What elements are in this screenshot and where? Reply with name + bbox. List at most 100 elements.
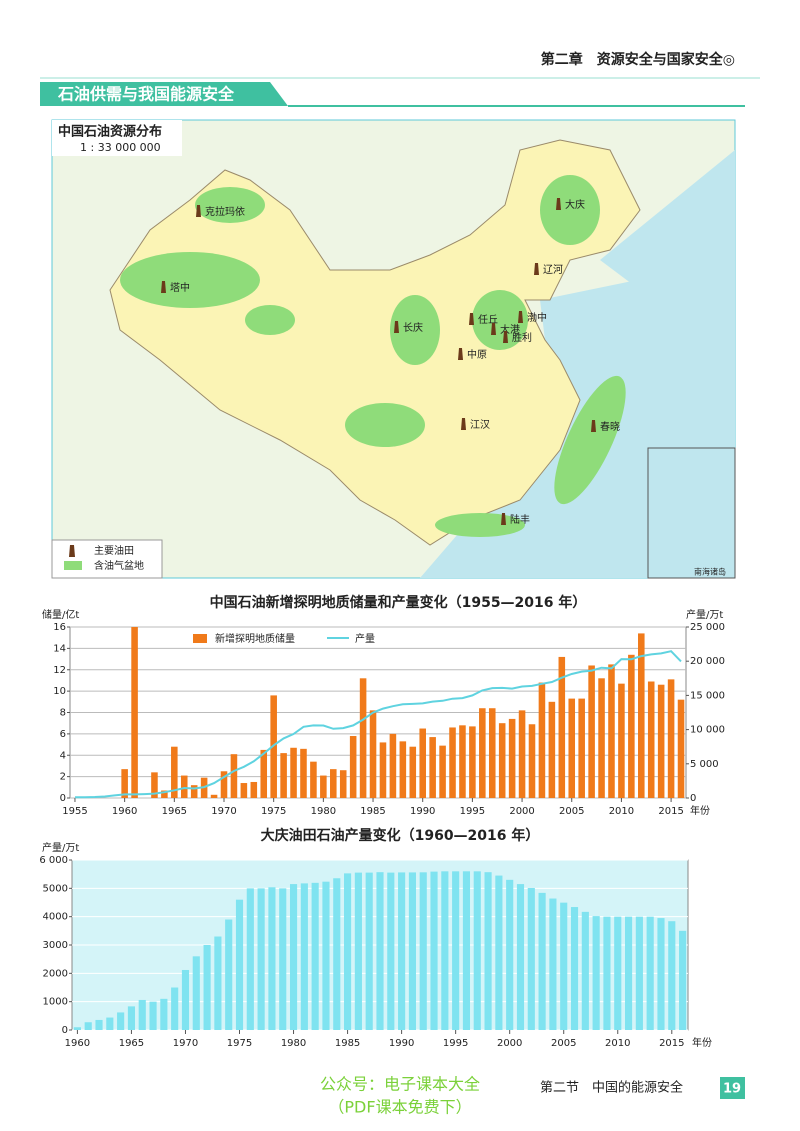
bar [279,888,287,1030]
bar [506,879,514,1030]
y-tick-label: 12 [53,665,66,676]
bar [667,679,675,798]
bar [538,892,546,1030]
bar [528,724,536,798]
bar [180,775,188,798]
oilfield-label: 春晓 [600,421,620,433]
bar [106,1017,114,1030]
oilfield-label: 任丘 [478,313,498,326]
bar [235,899,244,1030]
oilfield-label: 辽河 [543,264,563,276]
x-axis-label: 年份 [692,1036,712,1049]
legend-swatch [193,634,207,643]
watermark: 公众号：电子课本大全 [320,1075,480,1094]
x-tick-label: 2000 [509,806,534,817]
bar [333,878,341,1030]
oilfield-icon [534,263,539,275]
oilfield-icon [591,420,596,432]
map: 中国石油资源分布 1 : 33 000 000 主要油田 含油气盆地 南海诸岛 … [51,119,736,579]
y2-tick-label: 25 000 [690,622,725,633]
x-tick-label: 1965 [119,1038,144,1049]
bar [588,665,595,798]
bar [498,723,506,798]
china-outline [109,139,641,546]
y-tick-label: 1000 [43,997,68,1008]
bar [484,872,492,1030]
section-banner: 石油供需与我国能源安全 [57,85,235,104]
bar [192,956,200,1030]
y-tick-label: 10 [53,686,66,697]
bar [677,699,685,798]
oilfield-icon [461,418,466,430]
bar [516,884,525,1030]
x-tick-label: 1970 [211,806,236,817]
bar [349,736,357,798]
bar [220,771,228,798]
x-tick-label: 1960 [65,1038,90,1049]
chart-title: 中国石油新增探明地质储量和产量变化（1955—2016 年） [210,594,587,611]
y-axis-label: 储量/亿t [42,608,79,621]
y-tick-label: 4 [60,750,66,761]
bar [84,1022,92,1030]
bar [181,969,190,1030]
bar [246,888,254,1030]
bar [538,682,546,798]
x-tick-label: 1995 [460,806,485,817]
bar [257,888,265,1030]
basin [345,403,425,447]
bar [203,945,211,1030]
oilfield-label: 中原 [467,348,487,361]
map-title-box [52,120,182,156]
x-tick-label: 1990 [410,806,435,817]
bar [322,881,330,1030]
oilfield-label: 塔中 [170,281,190,294]
basin [390,295,440,365]
bar [214,936,222,1030]
bar [270,695,277,798]
y-tick-label: 2000 [43,968,68,979]
bar [449,727,456,798]
x-tick-label: 2015 [658,806,683,817]
bar [419,728,426,798]
oilfield-icon [394,321,399,333]
legend-oilfield-icon [69,545,75,557]
bar [419,872,427,1030]
bar [171,987,179,1030]
x-tick-label: 1955 [62,806,87,817]
y-tick-label: 14 [53,643,66,654]
y-tick-label: 0 [60,793,66,804]
bar [280,753,287,798]
bar [240,783,248,798]
y-axis-label: 产量/万t [42,841,79,854]
x-tick-label: 1985 [335,1038,360,1049]
x-tick-label: 1995 [443,1038,468,1049]
y-tick-label: 8 [60,708,66,719]
oilfield-label: 克拉玛依 [205,205,245,218]
x-tick-label: 1975 [261,806,286,817]
bar [310,761,317,798]
bar [225,919,233,1030]
bar [399,741,407,798]
x-tick-label: 1980 [311,806,336,817]
map-title: 中国石油资源分布 [58,124,162,140]
bar [320,775,327,798]
x-tick-label: 1970 [173,1038,198,1049]
bar [527,887,535,1030]
oilfield-label: 胜利 [512,332,532,344]
sea [600,150,735,290]
basin [120,252,260,308]
bar [369,710,377,798]
bar [344,873,352,1030]
x-tick-label: 2000 [497,1038,522,1049]
x-tick-label: 2010 [605,1038,630,1049]
bar [635,916,643,1030]
bar [646,916,654,1030]
bar [549,898,557,1030]
x-tick-label: 1985 [360,806,385,817]
bar [608,664,615,798]
bar [330,769,337,798]
bar [408,872,416,1030]
y2-axis-label: 产量/万t [686,608,723,621]
bar [161,790,168,798]
